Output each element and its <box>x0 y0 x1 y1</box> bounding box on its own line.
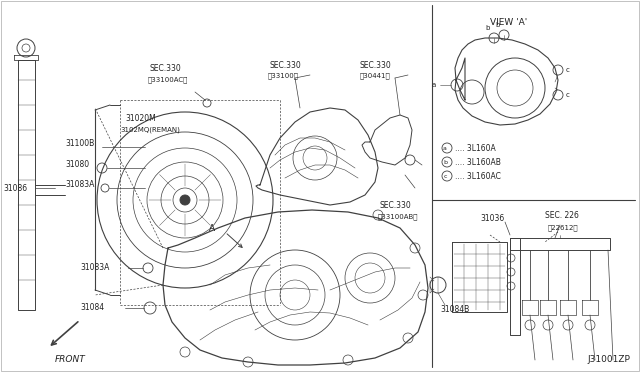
Text: FRONT: FRONT <box>55 356 86 365</box>
Text: 31080: 31080 <box>65 160 89 169</box>
Text: SEC. 226: SEC. 226 <box>545 211 579 219</box>
Text: 3102MQ(REMAN): 3102MQ(REMAN) <box>120 127 180 133</box>
Text: 〳22612〴: 〳22612〴 <box>548 225 579 231</box>
Text: 31083A: 31083A <box>80 263 109 273</box>
Text: 31083A: 31083A <box>65 180 94 189</box>
Text: 〳33100〴: 〳33100〴 <box>268 73 299 79</box>
Text: A: A <box>209 224 215 232</box>
Text: 〳30441〴: 〳30441〴 <box>360 73 391 79</box>
Text: 31020M: 31020M <box>125 113 156 122</box>
Text: 〳33100AC〴: 〳33100AC〴 <box>148 77 188 83</box>
Text: .... 3L160AB: .... 3L160AB <box>455 157 501 167</box>
Text: 31100B: 31100B <box>65 138 94 148</box>
Text: 31036: 31036 <box>480 214 504 222</box>
Text: 31084: 31084 <box>80 304 104 312</box>
Text: a: a <box>443 145 447 151</box>
Text: SEC.330: SEC.330 <box>270 61 301 70</box>
Text: 31086: 31086 <box>3 183 27 192</box>
Text: 31084B: 31084B <box>440 305 469 314</box>
Text: .... 3L160AC: .... 3L160AC <box>455 171 501 180</box>
Text: SEC.330: SEC.330 <box>380 201 412 209</box>
Text: a: a <box>432 82 436 88</box>
Text: VIEW 'A': VIEW 'A' <box>490 17 527 26</box>
Text: b: b <box>486 25 490 31</box>
Text: c: c <box>566 92 570 98</box>
Text: c: c <box>444 173 447 179</box>
Text: b: b <box>496 22 500 28</box>
Text: SEC.330: SEC.330 <box>360 61 392 70</box>
Text: J31001ZP: J31001ZP <box>587 356 630 365</box>
Text: b: b <box>443 160 447 164</box>
Text: SEC.330: SEC.330 <box>150 64 182 73</box>
Text: 〳33100AB〴: 〳33100AB〴 <box>378 214 419 220</box>
Text: .... 3L160A: .... 3L160A <box>455 144 496 153</box>
Text: c: c <box>566 67 570 73</box>
Circle shape <box>180 195 190 205</box>
